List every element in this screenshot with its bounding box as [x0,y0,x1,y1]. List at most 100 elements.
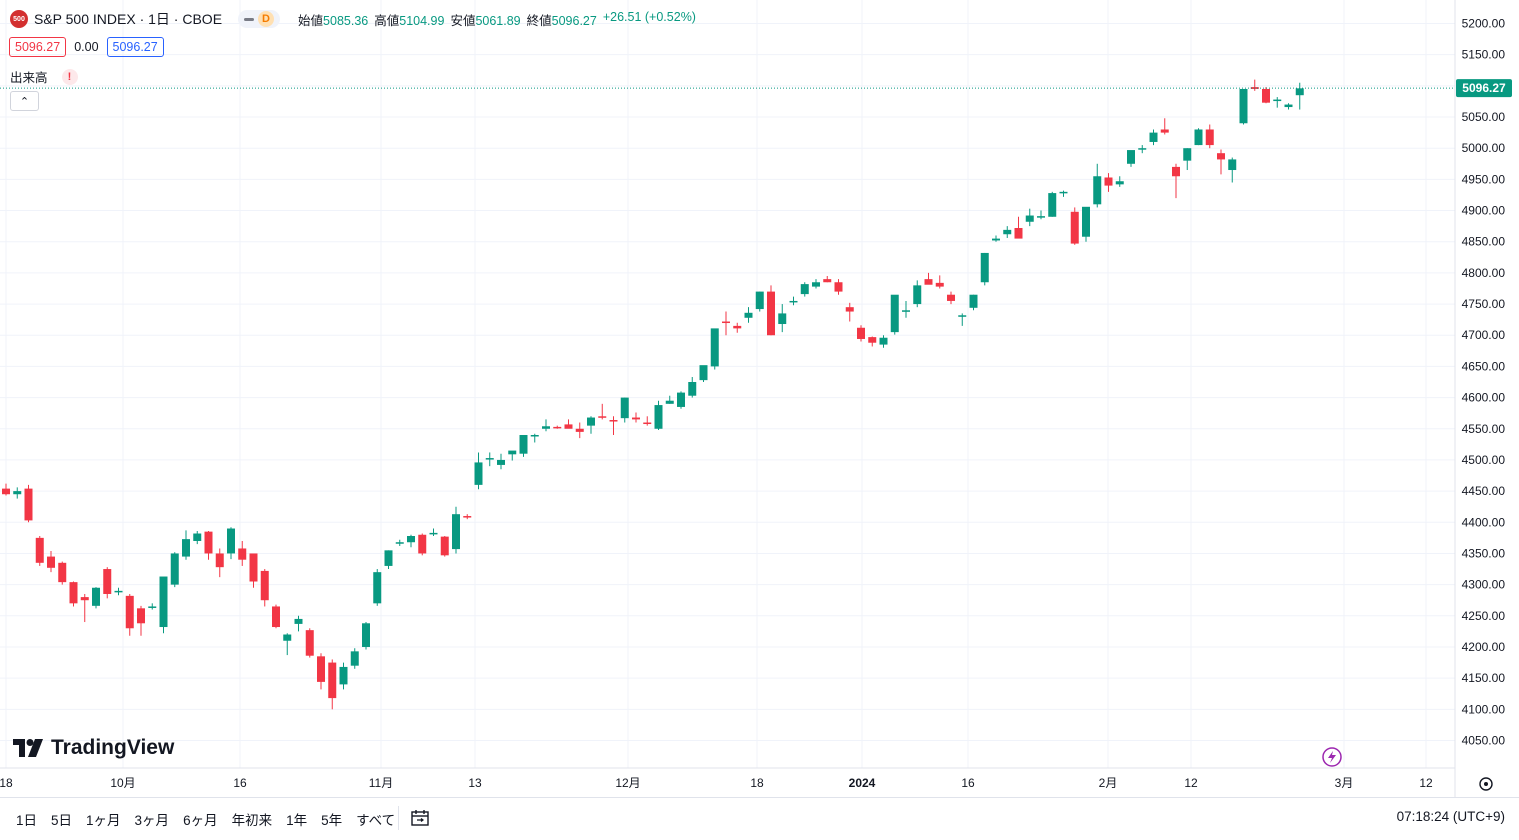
candle [710,328,719,370]
last-price-line: 5096.27 [0,79,1512,98]
candle [1194,128,1203,146]
candle [350,648,359,669]
chart-extras [1322,747,1342,767]
candle [564,419,573,429]
high-label: 高値 [374,13,400,28]
candle [2,483,10,496]
range-button-2[interactable]: 1ヶ月 [86,813,121,828]
range-button-4[interactable]: 6ヶ月 [183,813,218,828]
candle [103,567,112,599]
candle [722,311,730,336]
x-tick-label: 16 [961,776,975,790]
candle [699,365,708,382]
gear-icon[interactable] [1479,777,1493,791]
candle [1217,149,1225,175]
candle [1003,226,1012,238]
candle [609,416,618,435]
y-tick-label: 4650.00 [1462,359,1506,373]
calendar-range-icon-graphic [411,810,429,826]
candle [193,531,202,545]
warning-icon[interactable]: ! [61,68,78,85]
close-label: 終値 [526,13,552,28]
candle [249,553,258,588]
candle [1183,148,1192,171]
change-value: +26.51 (+0.52%) [602,9,696,24]
market-status-pill[interactable]: D [238,10,281,28]
price-axis[interactable]: 5200.005150.005100.005050.005000.004950.… [1454,0,1506,797]
candle [575,422,584,439]
range-button-0[interactable]: 1日 [16,813,38,828]
clock-timezone[interactable]: 07:18:24 (UTC+9) [1396,809,1505,824]
candle [440,535,449,557]
candle [1093,163,1102,208]
candles-layer [2,79,1304,710]
candle [294,615,303,632]
candle [902,300,910,318]
open-label: 始値 [298,13,324,28]
sell-price-box[interactable]: 5096.27 [9,37,67,57]
candle [935,275,944,289]
candle [69,581,78,607]
candle [598,403,607,420]
x-tick-label: 13 [468,776,482,790]
candle [958,313,967,326]
candle [137,605,145,636]
candle [317,653,325,690]
candle [429,528,438,536]
x-tick-label: 11月 [369,776,393,790]
y-tick-label: 4100.00 [1462,702,1506,716]
symbol-legend: 500 S&P 500 INDEX · 1日 · CBOE D 始値5085.3… [10,9,696,29]
candle [654,400,663,431]
symbol-title[interactable]: S&P 500 INDEX · 1日 · CBOE [34,11,223,27]
candle [857,325,865,342]
range-button-8[interactable]: すべて [356,813,396,828]
candle [508,450,517,461]
chart-grid [0,0,1455,768]
candle [170,552,179,588]
last-price-tag [1456,79,1512,98]
range-button-1[interactable]: 5日 [51,813,73,828]
candle [1059,190,1068,197]
candle [395,539,404,546]
collapse-legend-button[interactable]: ⌃ [10,91,39,111]
candle [530,433,539,443]
candle [744,307,753,323]
buy-price-box[interactable]: 5096.27 [106,37,164,57]
candle [407,534,415,548]
x-tick-label: 3月 [1335,776,1354,790]
range-button-3[interactable]: 3ヶ月 [134,813,170,828]
time-axis[interactable]: 18 10月 16 11月 13 12月 18 2024 16 2月 12 3月 12 [0,767,1493,791]
y-tick-label: 4350.00 [1462,546,1506,560]
high-value: 5104.99 [399,13,445,28]
y-tick-label: 4750.00 [1462,297,1506,311]
tradingview-logo[interactable]: TradingView [13,736,174,760]
candle [992,235,1000,242]
spread-value: 0.00 [74,40,99,54]
candle [632,412,640,423]
candle [80,593,89,623]
candle [587,416,595,434]
range-button-6[interactable]: 1年 [286,813,308,828]
sp500-logo-icon: 500 [10,10,28,28]
lightning-event-icon[interactable] [1322,747,1342,767]
last-price-label: 5096.27 [1462,81,1506,95]
y-tick-label: 4600.00 [1462,391,1506,405]
brand-name: TradingView [51,736,175,759]
bottom-toolbar: 1日 5日 1ヶ月 3ヶ月 6ヶ月 年初来 1年 5年 すべて 07:18:24 (UTC+9) [0,797,1519,840]
quote-boxes: 5096.27 0.00 5096.27 [9,37,164,57]
candle [1149,129,1158,146]
calendar-range-icon[interactable] [410,808,430,833]
volume-indicator-label[interactable]: 出来高 [10,71,48,85]
candle [879,335,888,348]
range-button-7[interactable]: 5年 [321,813,343,828]
toolbar-divider [398,806,399,830]
y-tick-label: 5150.00 [1462,48,1506,62]
candle [283,633,292,656]
candle [1228,157,1237,183]
candle [767,285,775,336]
range-button-5[interactable]: 年初来 [231,813,273,828]
candle [497,453,505,470]
ohlc-values: 始値5085.36 高値5104.99 安値5061.89 終値5096.27 … [298,10,696,29]
x-tick-label: 10月 [110,776,135,790]
